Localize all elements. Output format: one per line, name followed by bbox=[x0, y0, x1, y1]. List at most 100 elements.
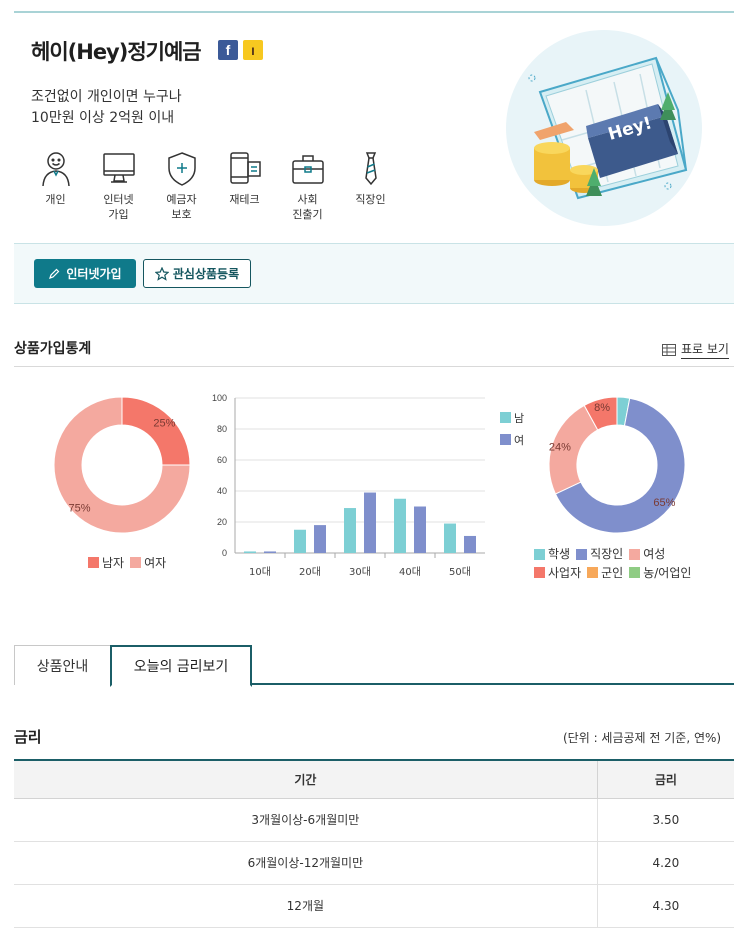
x-tick-label: 40대 bbox=[399, 566, 421, 578]
rate-period-cell: 6개월이상-12개월미만 bbox=[14, 841, 598, 885]
target-label: 인터넷 가입 bbox=[103, 193, 134, 221]
bar-여-30대 bbox=[364, 492, 376, 553]
legend-item: 학생 bbox=[534, 545, 570, 563]
legend-item: 군인 bbox=[587, 564, 623, 582]
target-icon-row: 개인 인터넷 가입 예금자 보호 재테크 사회 진출기 직장인 bbox=[24, 150, 402, 222]
target-investment: 재테크 bbox=[213, 150, 276, 222]
legend-swatch bbox=[130, 557, 142, 568]
shield-icon bbox=[167, 152, 196, 186]
legend-item: 여성 bbox=[629, 545, 665, 563]
table-view-label: 표로 보기 bbox=[681, 340, 729, 359]
legend-swatch bbox=[576, 548, 588, 560]
rate-value-cell: 4.30 bbox=[596, 884, 734, 928]
target-label: 개인 bbox=[45, 193, 66, 206]
donut-slice-label: 8% bbox=[594, 402, 610, 414]
target-protection: 예금자 보호 bbox=[150, 150, 213, 222]
legend-label: 여성 bbox=[643, 547, 666, 561]
x-tick-label: 10대 bbox=[249, 566, 271, 578]
table-view-link[interactable]: 표로 보기 bbox=[662, 340, 729, 359]
legend-item: 직장인 bbox=[576, 545, 623, 563]
legend-label: 학생 bbox=[548, 547, 571, 561]
bar-남-40대 bbox=[394, 498, 406, 553]
age-bar-chart: 0 20 40 60 80 100 10대 20대 30대 40대 50대 남여 bbox=[212, 393, 524, 578]
donut-slice-남자 bbox=[121, 396, 191, 466]
rates-table: 기간 금리 3개월이상-6개월미만 3.50 6개월이상-12개월미만 4.20… bbox=[14, 759, 734, 928]
legend-item: 사업자 bbox=[534, 564, 581, 582]
legend-label: 사업자 bbox=[548, 565, 582, 580]
target-label: 재테크 bbox=[229, 193, 260, 206]
target-label: 예금자 보호 bbox=[166, 193, 197, 221]
x-tick-label: 20대 bbox=[299, 566, 321, 578]
x-tick-label: 30대 bbox=[349, 566, 371, 578]
bar-여-50대 bbox=[464, 535, 476, 553]
target-internet: 인터넷 가입 bbox=[87, 150, 150, 222]
briefcase-icon bbox=[291, 155, 324, 184]
rate-period-cell: 12개월 bbox=[14, 884, 598, 928]
legend-label: 농/어업인 bbox=[643, 565, 692, 580]
phone-chart-icon bbox=[229, 152, 261, 184]
donut-slice-사업자 bbox=[583, 396, 618, 431]
rate-value-cell: 4.20 bbox=[596, 841, 734, 885]
target-newcomer: 사회 진출기 bbox=[276, 150, 339, 222]
tab-today-rates[interactable]: 오늘의 금리보기 bbox=[110, 645, 252, 687]
action-bar bbox=[14, 243, 734, 304]
page-title: 헤이(Hey)정기예금 bbox=[31, 40, 202, 64]
x-tick-label: 50대 bbox=[449, 566, 471, 578]
legend-label: 남자 bbox=[102, 556, 125, 570]
rate-value-cell: 3.50 bbox=[596, 798, 734, 842]
donut-slice-label: 25% bbox=[153, 418, 175, 430]
tab-bar: 상품안내 오늘의 금리보기 bbox=[14, 645, 734, 687]
legend-swatch bbox=[534, 567, 545, 578]
rates-unit-note: (단위 : 세금공제 전 기준, 연%) bbox=[563, 731, 722, 745]
rates-header-rate: 금리 bbox=[596, 759, 734, 799]
legend-label: 직장인 bbox=[590, 547, 624, 561]
y-tick-label: 20 bbox=[217, 517, 227, 527]
gender-donut-chart: 25% 75% bbox=[53, 396, 191, 534]
legend-swatch bbox=[629, 567, 641, 578]
product-desc-line2: 10만원 이상 2억원 이내 bbox=[31, 110, 175, 126]
target-employee: 직장인 bbox=[339, 150, 402, 222]
kakaostory-share-icon[interactable]: ı bbox=[243, 40, 263, 60]
legend-swatch bbox=[629, 548, 641, 560]
stats-divider bbox=[14, 366, 734, 367]
legend-swatch bbox=[88, 557, 99, 568]
stats-title: 상품가입통계 bbox=[14, 341, 92, 357]
rates-title: 금리 bbox=[14, 728, 42, 746]
top-divider bbox=[14, 11, 734, 13]
y-tick-label: 60 bbox=[217, 455, 227, 465]
donut-slice-label: 24% bbox=[549, 441, 571, 453]
donut-slice-직장인 bbox=[554, 397, 686, 534]
favorite-register-label: 관심상품등록 bbox=[172, 267, 240, 281]
necktie-icon bbox=[364, 152, 377, 186]
favorite-register-button[interactable]: 관심상품등록 bbox=[143, 259, 251, 288]
facebook-share-icon[interactable]: f bbox=[218, 40, 238, 60]
bar-남-20대 bbox=[294, 529, 306, 553]
monitor-icon bbox=[102, 153, 135, 183]
donut-slice-label: 75% bbox=[69, 502, 91, 514]
table-row: 6개월이상-12개월미만 4.20 bbox=[14, 841, 734, 885]
table-row: 12개월 4.30 bbox=[14, 884, 734, 928]
legend-label: 군인 bbox=[601, 565, 624, 580]
target-label: 사회 진출기 bbox=[292, 193, 323, 221]
tab-product-info[interactable]: 상품안내 bbox=[14, 645, 111, 685]
donut-slice-label: 65% bbox=[653, 497, 675, 509]
target-label: 직장인 bbox=[355, 193, 386, 206]
bar-여-20대 bbox=[314, 525, 326, 553]
internet-join-label: 인터넷가입 bbox=[66, 267, 122, 281]
y-tick-label: 100 bbox=[212, 393, 227, 403]
legend-item: 남자 bbox=[88, 554, 124, 571]
donut-slice-여자 bbox=[53, 396, 191, 534]
target-personal: 개인 bbox=[24, 150, 87, 222]
legend-swatch bbox=[534, 548, 545, 560]
bar-남-10대 bbox=[244, 551, 256, 553]
product-illustration: Hey! bbox=[506, 30, 702, 226]
bar-여-40대 bbox=[414, 506, 426, 553]
legend-swatch bbox=[500, 412, 511, 423]
internet-join-button[interactable]: 인터넷가입 bbox=[34, 259, 136, 288]
product-desc-line1: 조건없이 개인이면 누구나 bbox=[31, 89, 182, 105]
occupation-donut-chart: 65% 24% 8% bbox=[548, 396, 686, 534]
bar-여-10대 bbox=[264, 551, 276, 553]
y-tick-label: 0 bbox=[222, 548, 227, 558]
bar-남-50대 bbox=[444, 523, 456, 553]
